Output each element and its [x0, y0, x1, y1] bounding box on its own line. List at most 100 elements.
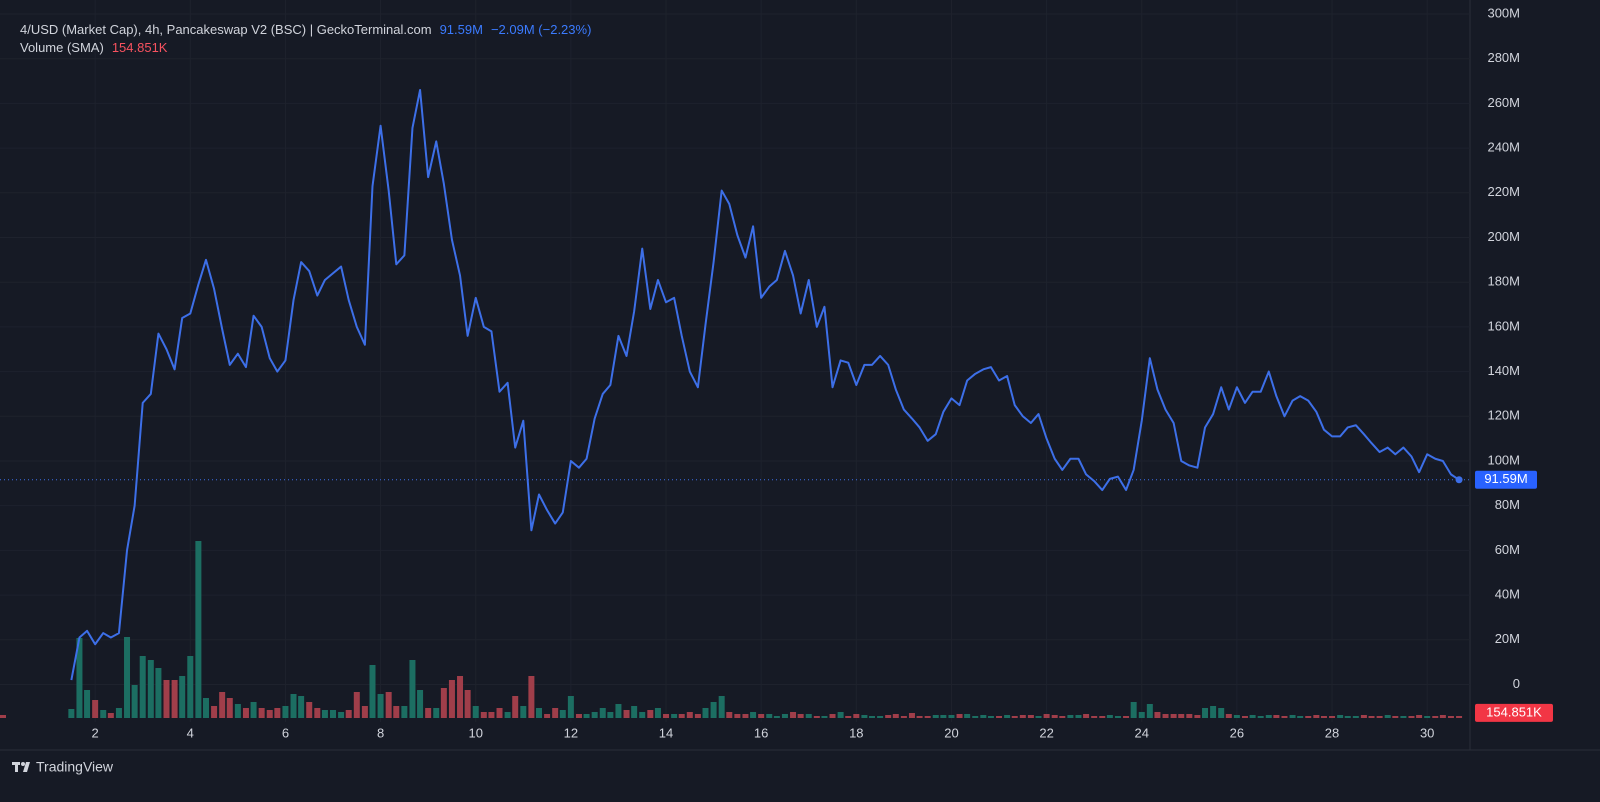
y-tick-label: 260M	[1487, 95, 1520, 110]
volume-bar	[1241, 716, 1248, 718]
x-tick-label: 10	[468, 725, 482, 740]
volume-bar	[314, 708, 321, 718]
volume-bar	[1130, 702, 1137, 718]
y-tick-label: 60M	[1495, 542, 1520, 557]
volume-bar	[448, 680, 455, 718]
volume-bar	[1202, 708, 1209, 718]
volume-bar	[171, 680, 178, 718]
volume-bar	[361, 706, 368, 718]
volume-line: Volume (SMA) 154.851K	[20, 40, 175, 55]
volume-bar	[790, 712, 797, 718]
volume-bar	[940, 715, 947, 718]
y-tick-label: 220M	[1487, 184, 1520, 199]
x-tick-label: 6	[282, 725, 289, 740]
volume-bar	[750, 712, 757, 718]
volume-bar	[1416, 715, 1423, 718]
logo-part	[15, 762, 18, 772]
volume-bar	[837, 712, 844, 718]
volume-bar	[1337, 715, 1344, 718]
volume-bar	[393, 706, 400, 718]
volume-bar	[1400, 716, 1407, 718]
volume-bar	[202, 698, 209, 718]
volume-bar	[274, 708, 281, 718]
volume-bar	[1059, 716, 1066, 718]
volume-bar	[869, 716, 876, 718]
volume-bar	[520, 706, 527, 718]
volume-bar	[1305, 716, 1312, 718]
volume-bar	[472, 706, 479, 718]
volume-bar	[92, 700, 99, 718]
volume-bar	[1114, 716, 1121, 718]
volume-bar	[1225, 714, 1232, 718]
x-tick-label: 12	[564, 725, 578, 740]
y-tick-label: 280M	[1487, 50, 1520, 65]
y-tick-label: 200M	[1487, 229, 1520, 244]
volume-bar	[1027, 715, 1034, 718]
volume-bar	[1424, 716, 1431, 718]
volume-bar	[147, 660, 154, 718]
volume-bar	[84, 690, 91, 718]
brand-logo	[12, 762, 30, 772]
volume-bar	[1297, 716, 1304, 718]
volume-bar	[1352, 716, 1359, 718]
volume-bar	[599, 708, 606, 718]
volume-bar	[956, 714, 963, 718]
volume-bar	[654, 708, 661, 718]
y-tick-label: 100M	[1487, 452, 1520, 467]
volume-bar	[536, 708, 542, 718]
logo-part	[23, 762, 30, 772]
volume-bar	[345, 710, 352, 718]
last-value: 91.59M	[439, 22, 483, 37]
volume-bar	[1344, 716, 1351, 718]
volume-bar	[1083, 714, 1090, 718]
volume-bar	[211, 706, 218, 718]
volume-bar	[321, 710, 328, 718]
last-price-badge	[1475, 470, 1537, 489]
volume-bar	[464, 690, 471, 718]
volume-bar	[972, 716, 979, 718]
volume-bar	[1249, 715, 1256, 718]
volume-bar	[702, 708, 709, 718]
volume-sma-badge	[1475, 703, 1553, 722]
volume-bar	[1432, 716, 1439, 718]
volume-bar	[131, 685, 138, 718]
volume-bar	[678, 714, 685, 718]
volume-bar	[440, 688, 447, 718]
volume-bar	[583, 714, 590, 718]
volume-bar	[234, 704, 241, 718]
volume-bar	[996, 716, 1003, 718]
volume-bar	[980, 715, 987, 718]
volume-bar	[187, 656, 194, 718]
logo-part	[21, 762, 25, 766]
volume-bar	[773, 716, 780, 718]
volume-bar	[457, 676, 464, 718]
volume-bar	[1162, 714, 1169, 718]
volume-bar	[1035, 716, 1042, 718]
volume-bar	[242, 708, 249, 718]
volume-bar	[1186, 714, 1193, 718]
volume-bar	[163, 680, 170, 718]
x-tick-label: 22	[1039, 725, 1053, 740]
x-tick-label: 30	[1420, 725, 1434, 740]
volume-bar	[155, 668, 162, 718]
volume-bar	[250, 702, 257, 718]
volume-bar	[1233, 715, 1240, 718]
last-point	[1455, 476, 1463, 484]
volume-bar	[900, 716, 907, 718]
volume-bar	[1289, 715, 1296, 718]
volume-bar	[1075, 715, 1082, 718]
volume-bar	[219, 692, 226, 718]
volume-bar	[512, 696, 519, 718]
y-tick-label: 120M	[1487, 408, 1520, 423]
volume-bar	[290, 694, 297, 718]
volume-bar	[615, 704, 622, 718]
last-price-label: 91.59M	[1484, 471, 1527, 486]
volume-bar	[861, 715, 868, 718]
volume-bar	[377, 694, 384, 718]
volume-bar	[766, 714, 773, 718]
volume-bar	[1019, 715, 1026, 718]
volume-bar	[567, 696, 574, 718]
volume-bar	[195, 541, 202, 718]
